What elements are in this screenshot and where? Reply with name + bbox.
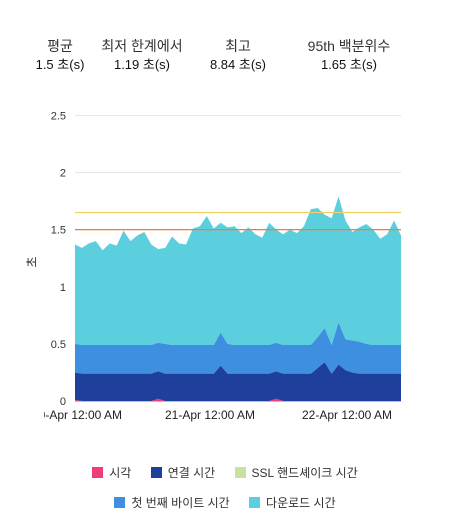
legend-label-ssl: SSL 핸드셰이크 시간	[251, 466, 358, 480]
stat-95th-percentile: 95th 백분위수 1.65 초(s)	[294, 36, 404, 74]
y-tick-label: 1.5	[51, 225, 66, 237]
legend-item-download[interactable]: 다운로드 시간	[249, 494, 336, 511]
stat-maximum-label: 최고	[225, 38, 251, 54]
area-series-4	[75, 196, 401, 346]
x-tick-labels: 20-Apr 12:00 AM 21-Apr 12:00 AM 22-Apr 12:…	[32, 408, 392, 422]
stat-minimum-label: 최저 한계에서	[101, 38, 183, 54]
response-time-chart: 0 0.5 1 1.5 2 2.5 20-Apr 12:00 AM 21-Apr 12:00…	[25, 110, 401, 422]
legend-swatch-ssl	[234, 467, 246, 478]
area-series-0	[75, 398, 401, 401]
legend-label-first-byte: 첫 번째 바이트 시간	[131, 496, 230, 510]
stat-average: 평균 1.5 초(s)	[20, 36, 100, 74]
legend-label-download: 다운로드 시간	[266, 496, 336, 510]
axes: 0 0.5 1 1.5 2 2.5	[51, 110, 401, 408]
y-tick-label: 2.5	[51, 110, 66, 122]
y-axis-title: 초	[25, 256, 39, 267]
legend-swatch-connect	[150, 467, 162, 478]
stat-maximum-value: 8.84 초(s)	[209, 57, 267, 72]
y-tick-label: 0	[60, 396, 66, 408]
legend-swatch-first-byte	[114, 497, 126, 508]
stat-95th-percentile-label: 95th 백분위수	[307, 38, 391, 54]
stat-average-label: 평균	[47, 38, 73, 54]
stat-maximum: 최고 8.84 초(s)	[198, 36, 278, 74]
y-tick-label: 1	[60, 282, 66, 294]
y-tick-label: 0.5	[51, 339, 66, 351]
x-tick-label: 20-Apr 12:00 AM	[32, 408, 122, 422]
legend-label-connect: 연결 시간	[167, 466, 216, 480]
legend-item-connect[interactable]: 연결 시간	[150, 464, 216, 481]
area-series-1	[75, 362, 401, 401]
area-series-3	[75, 322, 401, 374]
summary-stats: 평균 1.5 초(s) 최저 한계에서 1.19 초(s) 최고 8.84 초(…	[0, 36, 450, 80]
stat-average-value: 1.5 초(s)	[35, 57, 85, 72]
stat-minimum: 최저 한계에서 1.19 초(s)	[92, 36, 192, 74]
reference-lines	[75, 211, 401, 231]
stacked-areas	[75, 196, 401, 401]
stat-minimum-value: 1.19 초(s)	[113, 57, 171, 72]
legend-swatch-download	[249, 497, 261, 508]
legend-swatch-render	[92, 467, 104, 478]
legend-row-1: 시각 연결 시간 SSL 핸드셰이크 시간	[0, 464, 450, 481]
y-tick-label: 2	[60, 168, 66, 180]
x-tick-label: 22-Apr 12:00 AM	[302, 408, 392, 422]
legend-item-render[interactable]: 시각	[92, 464, 131, 481]
legend-row-2: 첫 번째 바이트 시간 다운로드 시간	[0, 494, 450, 511]
x-tick-label: 21-Apr 12:00 AM	[165, 408, 255, 422]
stat-95th-percentile-value: 1.65 초(s)	[320, 57, 378, 72]
legend-label-render: 시각	[109, 466, 132, 480]
legend-item-first-byte[interactable]: 첫 번째 바이트 시간	[114, 494, 230, 511]
legend-item-ssl[interactable]: SSL 핸드셰이크 시간	[234, 464, 358, 481]
